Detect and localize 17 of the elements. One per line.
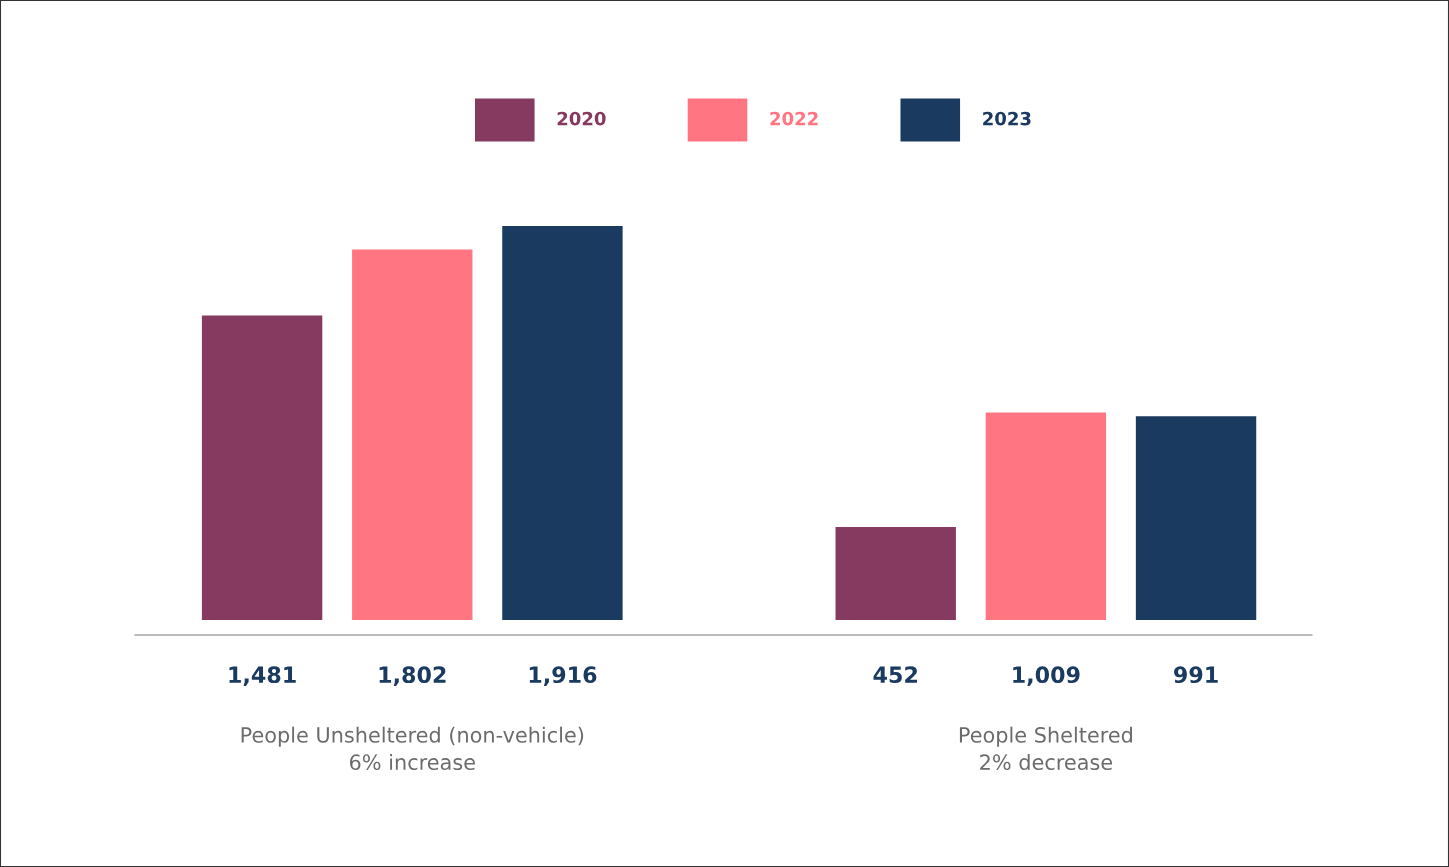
legend-label: 2023 (983, 111, 1031, 126)
x-tick-label: People Unsheltered (non-vehicle) 6% increase (241, 726, 584, 771)
bar (502, 226, 623, 620)
data-label: 1,009 (1013, 666, 1080, 686)
legend-label: 2022 (770, 111, 818, 126)
data-label: 1,481 (229, 666, 296, 686)
x-tick-label: People Sheltered 2% decrease (959, 726, 1132, 771)
data-label: 452 (873, 666, 917, 684)
bar (1135, 416, 1257, 620)
legend-label: 2020 (557, 111, 606, 126)
bar (352, 249, 473, 620)
data-label: 1,802 (379, 666, 446, 686)
bar (201, 315, 323, 620)
data-label: 991 (1174, 666, 1218, 684)
bar (835, 527, 956, 620)
data-label: 1,916 (529, 666, 597, 686)
bar (985, 412, 1107, 620)
